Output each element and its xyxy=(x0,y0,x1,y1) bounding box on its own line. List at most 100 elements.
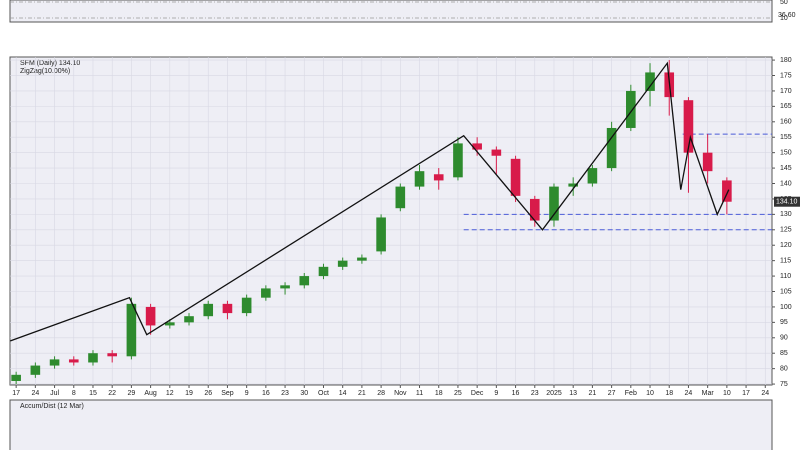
y-tick-label: 140 xyxy=(780,180,792,187)
x-tick-label: Mar xyxy=(702,390,715,397)
y-tick-label: 165 xyxy=(780,103,792,110)
x-tick-label: 24 xyxy=(685,390,693,397)
rsi-value: 36.60 xyxy=(778,12,796,19)
candle-body xyxy=(299,276,310,286)
y-tick-label: 180 xyxy=(780,57,792,64)
candle-body xyxy=(107,353,117,357)
x-tick-label: 25 xyxy=(454,390,462,397)
x-tick-label: Jul xyxy=(50,390,59,397)
x-tick-label: 26 xyxy=(204,390,212,397)
x-tick-label: 10 xyxy=(646,390,654,397)
x-tick-label: 23 xyxy=(281,390,289,397)
x-tick-label: 10 xyxy=(723,390,731,397)
candle-body xyxy=(395,186,406,209)
y-tick-label: 130 xyxy=(780,211,792,218)
candle-body xyxy=(68,359,79,363)
candle-body xyxy=(491,149,502,156)
chart-title: SFM (Daily) 134.10 xyxy=(20,60,80,67)
candle-body xyxy=(722,180,732,202)
x-tick-label: 22 xyxy=(108,390,116,397)
x-tick-label: 24 xyxy=(31,390,39,397)
candle-body xyxy=(30,365,41,375)
x-tick-label: 28 xyxy=(377,390,385,397)
x-tick-label: 27 xyxy=(608,390,616,397)
x-tick-label: 18 xyxy=(435,390,443,397)
y-tick-label: 80 xyxy=(780,365,788,372)
candle-body xyxy=(126,303,137,357)
y-tick-label: 85 xyxy=(780,350,788,357)
x-tick-label: 18 xyxy=(665,390,673,397)
y-tick-label: 175 xyxy=(780,72,792,79)
x-tick-label: Aug xyxy=(144,390,157,397)
candle-body xyxy=(280,285,290,289)
ad-title: Accum/Dist (12 Mar) xyxy=(20,403,84,410)
x-tick-label: 15 xyxy=(89,390,97,397)
candle-body xyxy=(337,260,348,267)
candle-body xyxy=(222,303,233,314)
y-tick-label: 155 xyxy=(780,134,792,141)
x-tick-label: Nov xyxy=(394,390,407,397)
y-tick-label: 75 xyxy=(780,381,788,388)
candle-body xyxy=(453,143,463,178)
candle-body xyxy=(549,186,559,221)
y-tick-label: 160 xyxy=(780,119,792,126)
x-tick-label: Sep xyxy=(221,390,234,397)
x-tick-label: 2025 xyxy=(546,390,562,397)
candle-body xyxy=(626,90,636,128)
candle-body xyxy=(49,359,60,366)
last-price-box xyxy=(774,196,800,207)
candle-body xyxy=(165,322,175,326)
x-tick-label: 30 xyxy=(300,390,308,397)
y-tick-label: 170 xyxy=(780,88,792,95)
candle-body xyxy=(145,306,156,326)
zigzag-line xyxy=(10,61,730,342)
y-tick-label: 95 xyxy=(780,319,788,326)
candle-body xyxy=(433,174,444,181)
x-tick-label: 14 xyxy=(339,390,347,397)
y-tick-label: 115 xyxy=(780,257,791,264)
ad-panel xyxy=(9,399,773,450)
y-tick-label: 110 xyxy=(780,273,791,280)
x-tick-label: 29 xyxy=(127,390,135,397)
y-tick-label: 125 xyxy=(780,227,792,234)
x-tick-label: 8 xyxy=(72,390,76,397)
x-tick-label: Feb xyxy=(625,390,637,397)
candle-body xyxy=(587,168,598,184)
last-price-label: 134.10 xyxy=(776,199,798,206)
candle-body xyxy=(11,374,21,381)
x-tick-label: Dec xyxy=(471,390,484,397)
y-tick-label: 105 xyxy=(780,288,792,295)
candle-body xyxy=(241,297,252,314)
candle-body xyxy=(318,266,329,277)
x-tick-label: 21 xyxy=(358,390,366,397)
x-tick-label: 11 xyxy=(416,390,423,397)
candle-body xyxy=(683,100,694,153)
candle-body xyxy=(702,152,713,172)
candle-body xyxy=(184,316,194,323)
x-tick-label: 9 xyxy=(245,390,249,397)
y-tick-label: 145 xyxy=(780,165,792,172)
candle-body xyxy=(645,72,655,91)
candle-body xyxy=(261,288,271,298)
candle-body xyxy=(606,127,617,169)
candle-body xyxy=(357,257,367,261)
candle-body xyxy=(472,143,482,150)
rsi-tick-label: 10 xyxy=(780,15,788,22)
indicator-label: ZigZag(10.00%) xyxy=(20,68,70,75)
x-tick-label: 24 xyxy=(761,390,769,397)
candle-body xyxy=(510,158,521,196)
x-tick-label: 21 xyxy=(589,390,597,397)
x-tick-label: 16 xyxy=(512,390,520,397)
candle-body xyxy=(203,303,214,317)
rsi-tick-label: 50 xyxy=(780,0,788,6)
x-tick-label: 19 xyxy=(185,390,193,397)
candle-body xyxy=(414,171,425,187)
candle-body xyxy=(529,198,540,221)
x-tick-label: 9 xyxy=(494,390,498,397)
x-tick-label: 23 xyxy=(531,390,539,397)
y-tick-label: 150 xyxy=(780,149,792,156)
x-tick-label: 13 xyxy=(569,390,577,397)
y-tick-label: 120 xyxy=(780,242,792,249)
candle-body xyxy=(568,183,578,187)
